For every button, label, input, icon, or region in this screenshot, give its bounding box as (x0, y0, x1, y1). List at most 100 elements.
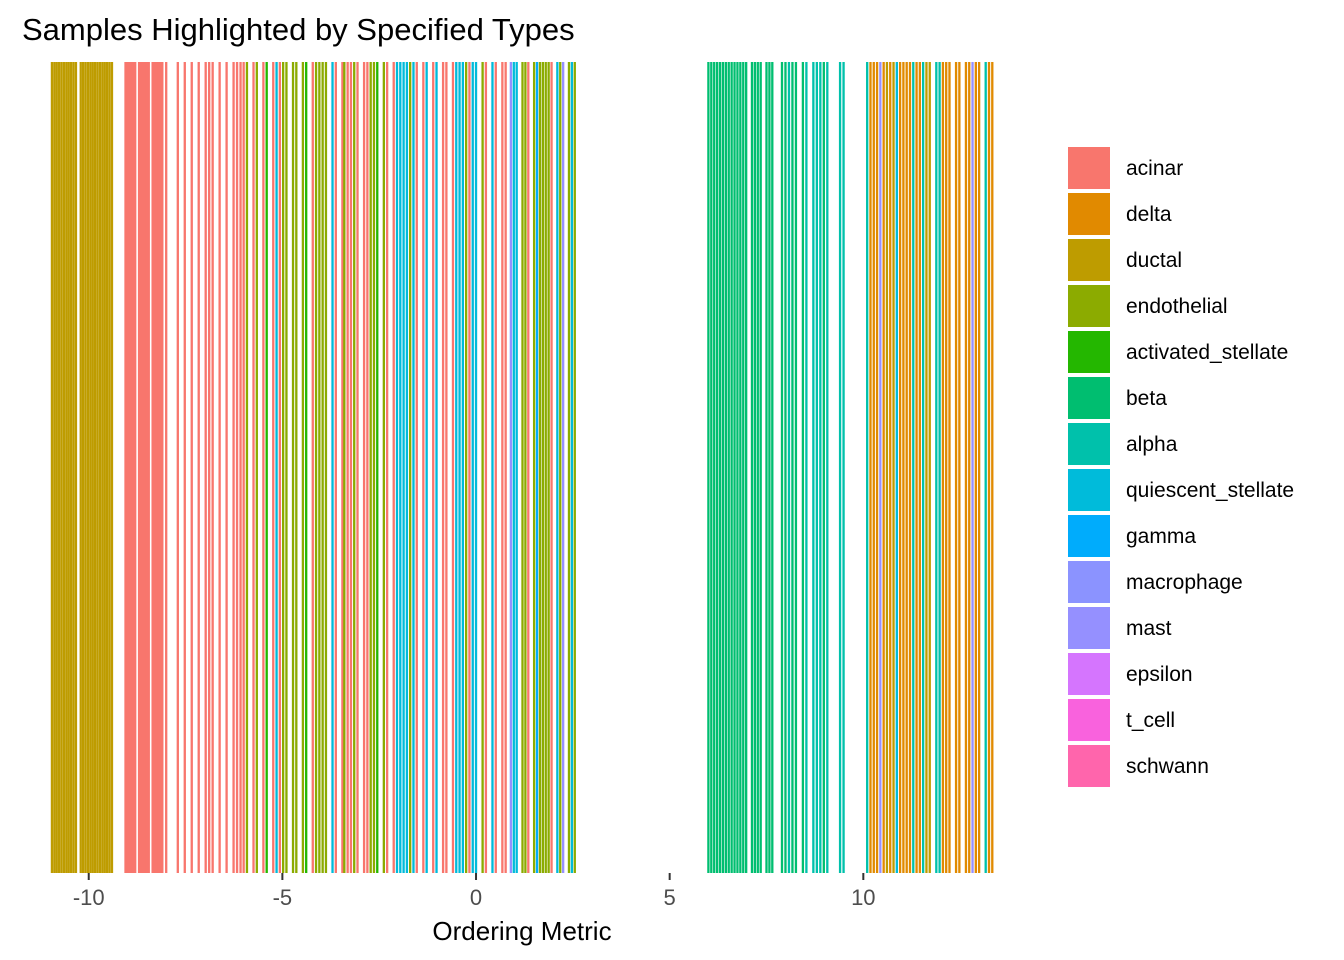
bar-ductal (885, 62, 889, 873)
legend-label-schwann: schwann (1126, 755, 1209, 778)
bar-acinar (176, 62, 179, 873)
bar-mast (971, 62, 974, 873)
legend-key-t_cell (1068, 699, 1110, 741)
bar-acinar (197, 62, 200, 873)
bar-acinar (356, 62, 359, 873)
bar-beta (718, 62, 722, 873)
bar-ductal (101, 62, 104, 873)
bar-ductal (57, 62, 61, 873)
bar-endothelial (567, 62, 571, 873)
bar-ductal (74, 62, 78, 873)
bar-ductal (98, 62, 102, 873)
bar-ductal (925, 62, 928, 873)
bar-beta (756, 62, 759, 873)
bar-endothelial (318, 62, 321, 873)
bar-ductal (94, 62, 97, 873)
bar-acinar (311, 62, 314, 873)
bar-alpha (984, 62, 987, 873)
bar-delta (908, 62, 912, 873)
bar-quiescent_stellate (474, 62, 478, 873)
legend-key-delta (1068, 193, 1110, 235)
bar-delta (977, 62, 981, 873)
bar-alpha (812, 62, 815, 873)
bar-acinar (468, 62, 471, 873)
bar-endothelial (285, 62, 288, 873)
bar-acinar (484, 62, 488, 873)
bar-acinar (130, 62, 133, 873)
bar-delta (875, 62, 879, 873)
bar-acinar (132, 62, 135, 873)
bar-acinar (235, 62, 239, 873)
bar-delta (968, 62, 971, 873)
bar-alpha (787, 62, 791, 873)
bar-endothelial (291, 62, 295, 873)
bar-ductal (81, 62, 85, 873)
legend-key-schwann (1068, 745, 1110, 787)
legend-label-delta: delta (1126, 203, 1172, 226)
bar-endothelial (382, 62, 386, 873)
bar-beta (745, 62, 748, 873)
bar-acinar (124, 62, 127, 873)
bar-beta (791, 62, 794, 873)
legend-label-quiescent_stellate: quiescent_stellate (1126, 479, 1294, 502)
bar-acinar (432, 62, 435, 873)
bar-endothelial (573, 62, 576, 873)
bar-ductal (91, 62, 94, 873)
legend-key-activated_stellate (1068, 331, 1110, 373)
bar-quiescent_stellate (412, 62, 415, 873)
bar-endothelial (464, 62, 468, 873)
bar-acinar (155, 62, 158, 873)
bar-delta (991, 62, 994, 873)
bar-delta (987, 62, 991, 873)
bar-quiescent_stellate (471, 62, 474, 873)
bar-acinar (204, 62, 207, 873)
bar-alpha (815, 62, 818, 873)
bar-acinar (211, 62, 214, 873)
bar-ductal (86, 62, 90, 873)
bar-acinar (346, 62, 349, 873)
bar-beta (780, 62, 784, 873)
bar-endothelial (532, 62, 536, 873)
bar-endothelial (353, 62, 356, 873)
x-axis-title: Ordering Metric (432, 916, 611, 946)
bar-alpha (866, 62, 869, 873)
bar-ductal (96, 62, 99, 873)
legend-label-mast: mast (1126, 617, 1172, 640)
bar-acinar (252, 62, 255, 873)
legend-label-acinar: acinar (1126, 157, 1183, 180)
bar-ductal (53, 62, 56, 873)
bar-beta (739, 62, 742, 873)
bar-acinar (232, 62, 235, 873)
bar-quiescent_stellate (570, 62, 574, 873)
bar-acinar (153, 62, 156, 873)
bar-acinar (143, 62, 147, 873)
bar-acinar (126, 62, 129, 873)
bar-endothelial (301, 62, 305, 873)
bar-acinar (242, 62, 245, 873)
bar-quiescent_stellate (331, 62, 334, 873)
bar-alpha (819, 62, 822, 873)
bar-ductal (50, 62, 54, 873)
bar-acinar (504, 62, 507, 873)
bar-mast (562, 62, 565, 873)
x-tick-label: -10 (73, 885, 105, 910)
x-tick-label: 0 (470, 885, 482, 910)
bar-ductal (79, 62, 82, 873)
bar-ductal (55, 62, 58, 873)
bar-mast (879, 62, 882, 873)
bar-quiescent_stellate (455, 62, 458, 873)
bar-acinar (349, 62, 353, 873)
bar-quiescent_stellate (491, 62, 494, 873)
bar-endothelial (547, 62, 550, 873)
bar-acinar (278, 62, 282, 873)
bar-delta (905, 62, 908, 873)
bar-endothelial (343, 62, 346, 873)
bar-delta (918, 62, 922, 873)
legend-key-ductal (1068, 239, 1110, 281)
bar-acinar (415, 62, 418, 873)
bar-endothelial (295, 62, 298, 873)
bar-acinar (385, 62, 389, 873)
bar-acinar (494, 62, 497, 873)
bar-quiescent_stellate (402, 62, 405, 873)
bar-quiescent_stellate (556, 62, 559, 873)
